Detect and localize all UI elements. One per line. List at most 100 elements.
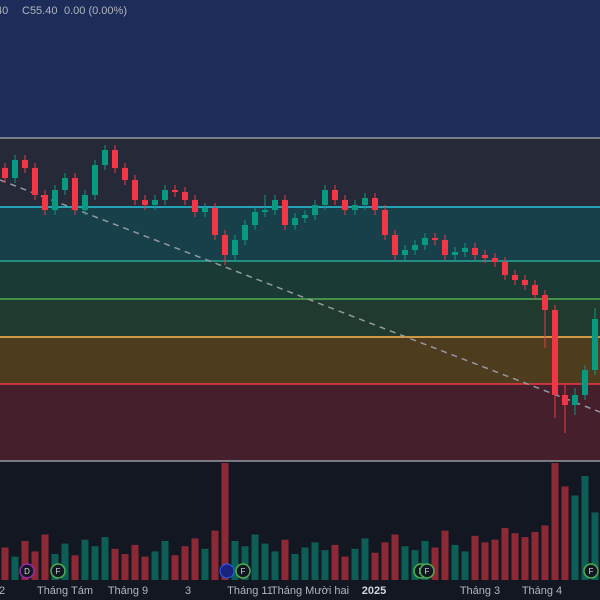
candle-body <box>512 275 518 280</box>
volume-bar <box>1 547 9 580</box>
candle-body <box>352 205 358 210</box>
candle-body <box>242 225 248 240</box>
volume-bar <box>471 535 479 580</box>
candle-body <box>212 208 218 235</box>
candle-body <box>172 190 178 192</box>
header-prefix: 40 <box>0 5 8 17</box>
level-zone <box>0 261 600 299</box>
volume-bar <box>211 530 219 580</box>
volume-bar <box>221 463 229 580</box>
x-tick-label: 3 <box>185 585 191 597</box>
volume-bar <box>291 554 299 580</box>
candle-body <box>362 198 368 205</box>
candle-body <box>52 190 58 210</box>
header-change: 0.00 (0.00%) <box>64 5 127 17</box>
volume-bar <box>141 556 149 580</box>
zone-top <box>0 0 600 138</box>
candle-body <box>112 150 118 168</box>
volume-bar <box>81 539 89 580</box>
candle-body <box>202 208 208 212</box>
candle-body <box>572 395 578 405</box>
candle-body <box>162 190 168 200</box>
candle-body <box>332 190 338 200</box>
candle-body <box>532 285 538 295</box>
candle-body <box>302 215 308 218</box>
event-badge <box>219 563 235 579</box>
candle-body <box>422 238 428 245</box>
volume-bar <box>151 551 159 580</box>
level-zone <box>0 138 600 207</box>
candle-body <box>142 200 148 205</box>
volume-bar <box>591 512 599 580</box>
x-tick-label: Tháng 11 <box>227 585 273 597</box>
candle-body <box>562 395 568 405</box>
candle-body <box>262 210 268 212</box>
volume-bar <box>231 541 239 580</box>
candle-body <box>12 160 18 178</box>
volume-bar <box>521 537 529 580</box>
trend-line <box>0 179 600 413</box>
x-axis <box>0 580 600 600</box>
candle-body <box>152 200 158 205</box>
volume-bar <box>391 534 399 580</box>
x-tick-label: Tháng Mười hai <box>271 585 349 597</box>
candle-body <box>462 248 468 252</box>
volume-bar <box>401 546 409 580</box>
volume-bar <box>271 551 279 580</box>
event-badge <box>419 563 435 579</box>
volume-bar <box>431 547 439 580</box>
event-label: F <box>425 567 430 576</box>
candle-body <box>472 248 478 255</box>
volume-bar <box>251 534 259 580</box>
volume-bar <box>511 533 519 580</box>
candle-body <box>442 240 448 255</box>
volume-bar <box>411 550 419 580</box>
candle-body <box>222 235 228 255</box>
candle-body <box>122 168 128 180</box>
candle-body <box>272 200 278 210</box>
candle-body <box>482 255 488 258</box>
candle-body <box>372 198 378 210</box>
candle-body <box>342 200 348 210</box>
volume-bar <box>91 546 99 580</box>
event-badge <box>235 563 251 579</box>
x-tick-label: Tháng 3 <box>460 585 500 597</box>
volume-bar <box>191 538 199 580</box>
volume-bar <box>301 547 309 580</box>
candle-body <box>42 195 48 210</box>
candle-body <box>82 195 88 210</box>
volume-bar <box>351 548 359 580</box>
x-tick-label: 2025 <box>362 585 386 597</box>
event-label: D <box>24 567 30 576</box>
volume-bar <box>131 544 139 580</box>
candle-body <box>2 168 8 178</box>
candle-body <box>542 295 548 310</box>
candle-body <box>322 190 328 205</box>
candle-body <box>182 192 188 200</box>
candle-body <box>392 235 398 255</box>
candle-body <box>522 280 528 285</box>
event-badge <box>19 563 35 579</box>
candle-body <box>592 319 598 370</box>
volume-bar <box>491 539 499 580</box>
volume-bar <box>171 555 179 580</box>
event-label: F <box>589 567 594 576</box>
candle-body <box>312 205 318 215</box>
volume-bar <box>551 463 559 580</box>
volume-bar <box>161 541 169 580</box>
candle-body <box>32 168 38 195</box>
volume-bar <box>361 538 369 580</box>
candle-body <box>292 218 298 225</box>
candle-body <box>192 200 198 212</box>
candle-body <box>252 212 258 225</box>
event-badge <box>583 563 599 579</box>
volume-bar <box>281 539 289 580</box>
header-close: C55.40 <box>22 5 57 17</box>
level-zone <box>0 207 600 261</box>
volume-bar <box>531 531 539 580</box>
volume-bar <box>61 543 69 580</box>
event-badge <box>50 563 66 579</box>
volume-bar <box>561 486 569 580</box>
plot <box>1 145 599 580</box>
